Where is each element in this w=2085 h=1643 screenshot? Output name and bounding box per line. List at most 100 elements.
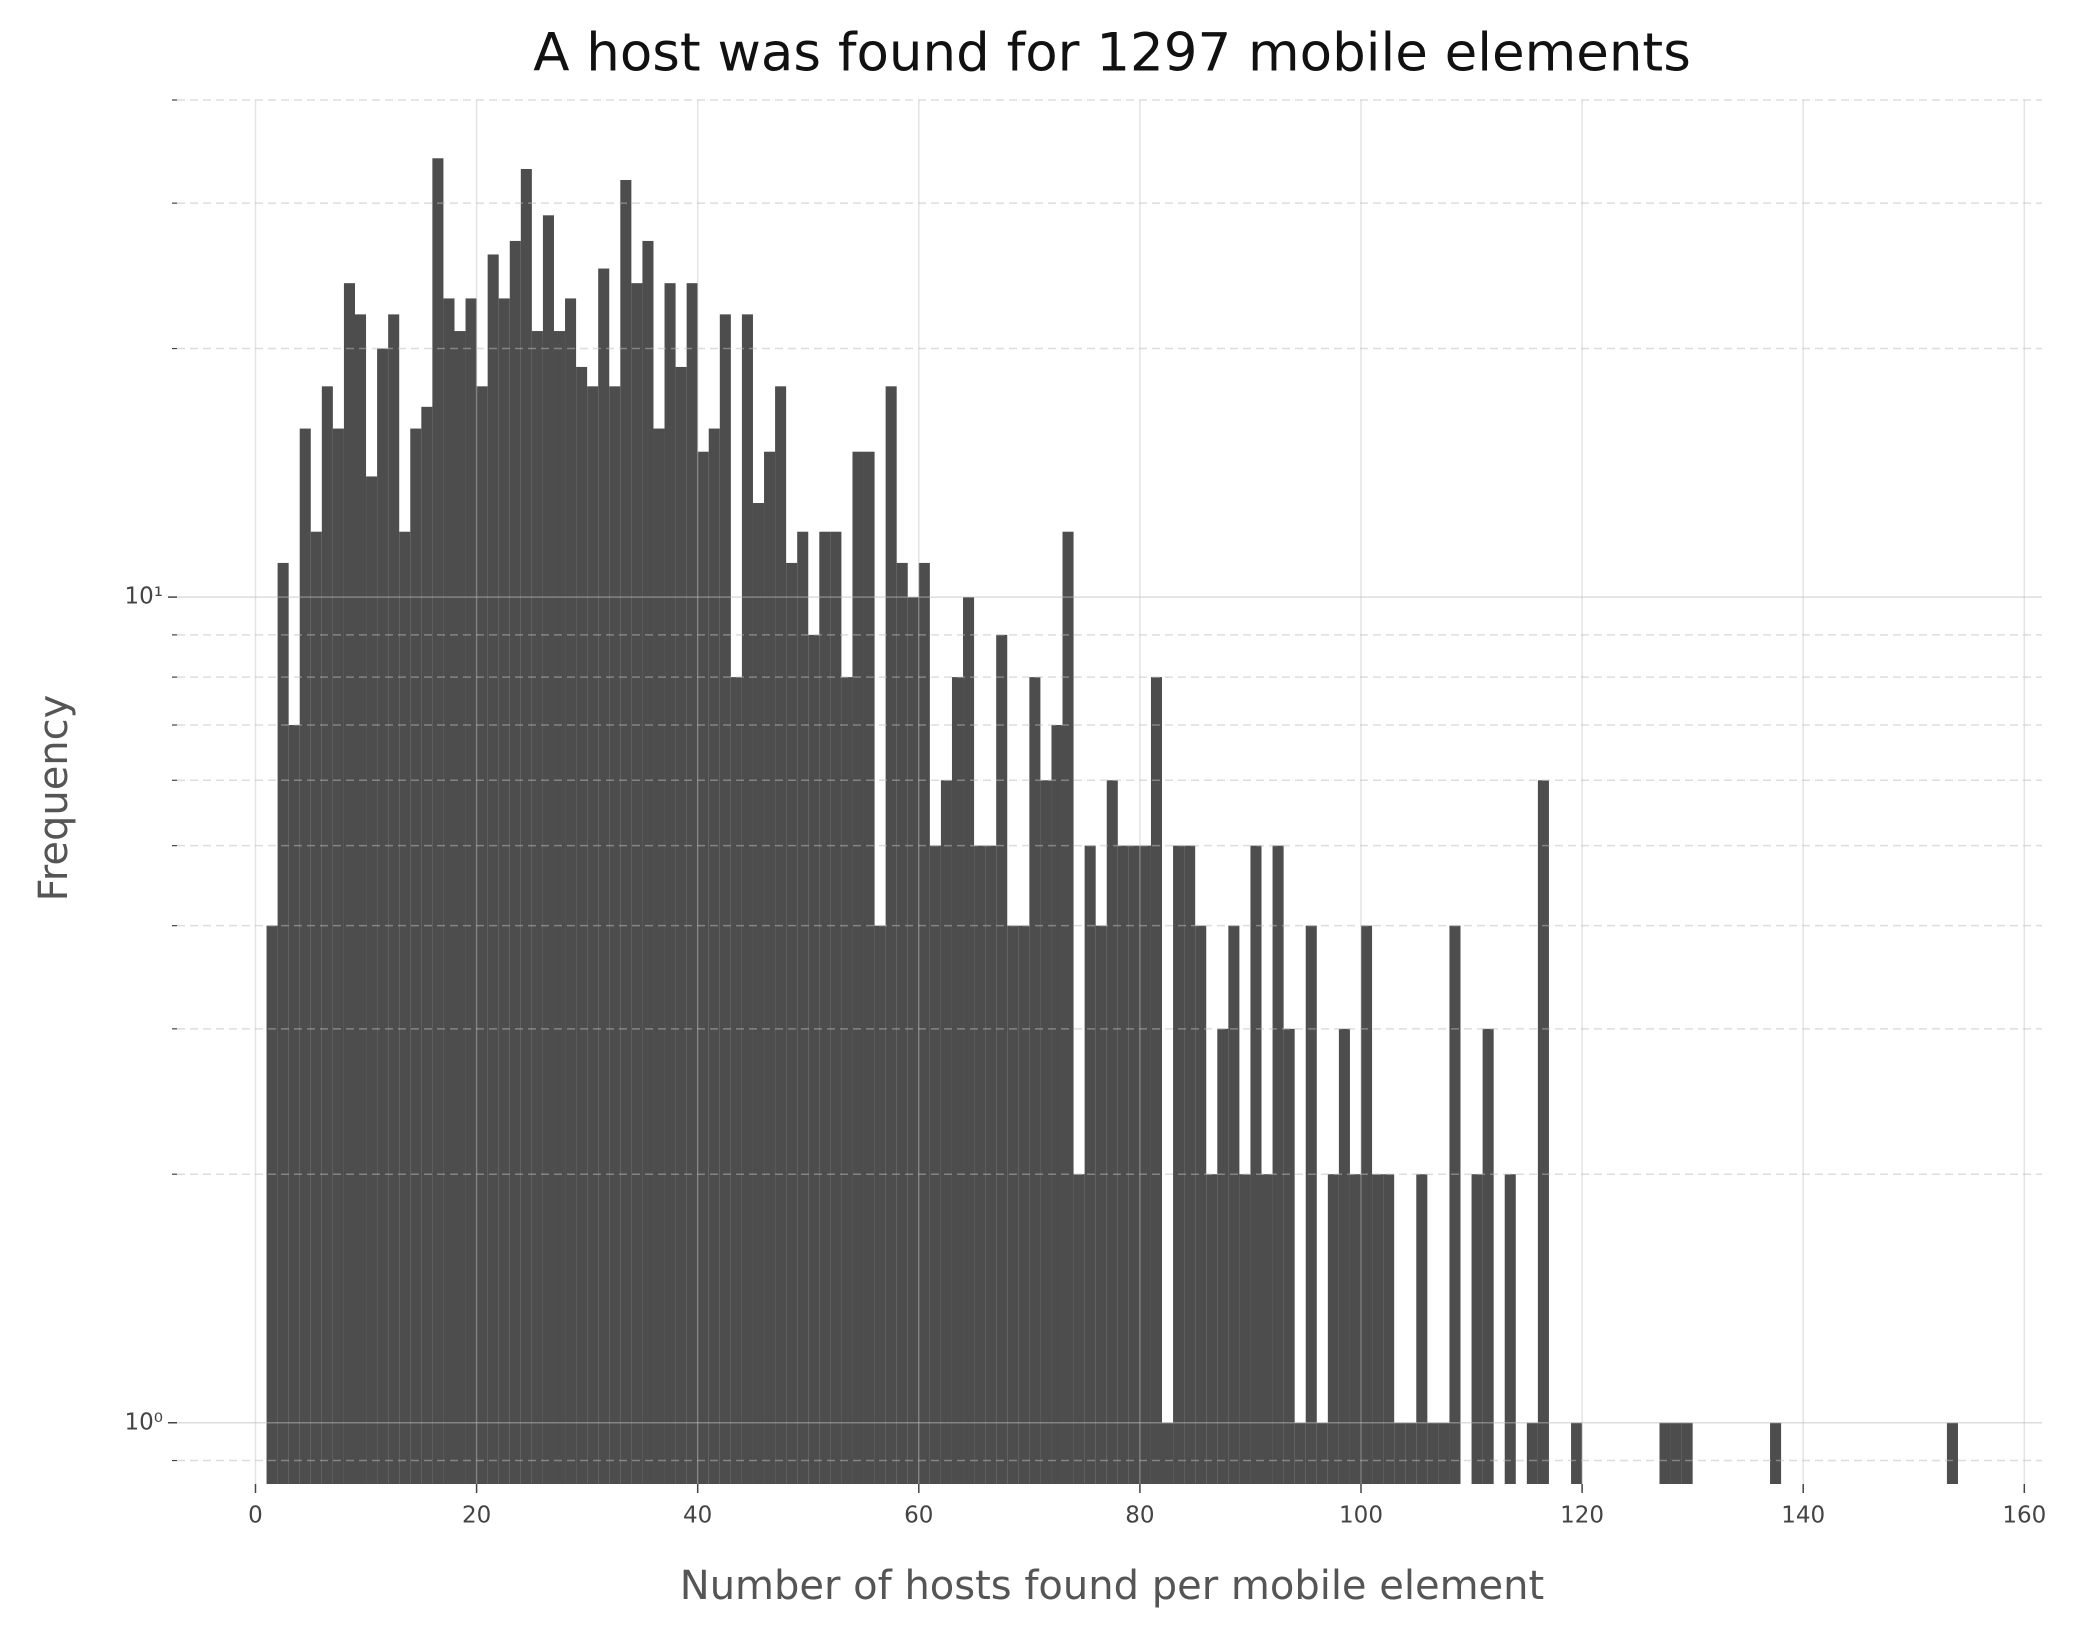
bar (1117, 845, 1129, 1484)
bar (1007, 925, 1019, 1484)
bar (808, 634, 820, 1484)
bar (421, 406, 433, 1484)
bar (1571, 1422, 1583, 1484)
bar (443, 298, 455, 1485)
bar (1106, 780, 1118, 1484)
bar (1482, 1028, 1494, 1484)
bar (1239, 1174, 1251, 1484)
bar (587, 386, 599, 1484)
bar (332, 428, 344, 1484)
bar (786, 562, 798, 1484)
bar (697, 451, 709, 1485)
bar (940, 780, 952, 1484)
bar (1361, 925, 1373, 1484)
bar (1537, 780, 1549, 1484)
bar (1228, 925, 1240, 1484)
bar (1150, 677, 1163, 1484)
bar (410, 428, 422, 1484)
x-tick-label: 140 (1781, 1503, 1825, 1529)
bar (454, 331, 466, 1484)
bar (1383, 1174, 1395, 1484)
grid (177, 99, 2042, 1484)
bar (951, 677, 964, 1484)
bar (565, 298, 577, 1485)
bar (487, 254, 499, 1484)
y-axis-label: Frequency (31, 695, 77, 902)
bar (1062, 531, 1074, 1484)
bar (996, 634, 1008, 1484)
bar (1162, 1422, 1174, 1484)
bar (1438, 1422, 1450, 1484)
bar (885, 386, 897, 1484)
bar (377, 348, 389, 1484)
bar (708, 428, 720, 1484)
bar (1349, 1174, 1362, 1484)
x-axis-label: Number of hosts found per mobile element (680, 1563, 1544, 1609)
bar (974, 845, 986, 1484)
bar (399, 531, 411, 1484)
bar (1946, 1422, 1958, 1484)
x-tick-label: 0 (248, 1503, 263, 1529)
x-tick-label: 120 (1560, 1503, 1604, 1529)
bar (553, 331, 566, 1484)
bar (1670, 1422, 1682, 1484)
x-tick-label: 20 (462, 1503, 491, 1529)
bar (1139, 845, 1151, 1484)
bar (730, 677, 742, 1484)
bar (1051, 724, 1063, 1484)
bar (1040, 780, 1052, 1484)
bar (830, 531, 842, 1484)
bar (1526, 1422, 1538, 1484)
bar (520, 168, 532, 1485)
bar (1338, 1028, 1350, 1484)
bar (321, 386, 333, 1484)
bar (310, 531, 322, 1484)
bar (852, 451, 864, 1485)
bar (874, 925, 886, 1484)
bar (642, 240, 654, 1484)
bar (863, 451, 875, 1485)
bar (388, 314, 400, 1484)
bar (797, 531, 809, 1484)
bar (1095, 925, 1107, 1484)
bar (653, 428, 665, 1484)
x-tick-label: 60 (904, 1503, 933, 1529)
bar (354, 314, 367, 1484)
bar (675, 366, 687, 1484)
bar (343, 283, 355, 1485)
bar (764, 451, 776, 1485)
bar (1394, 1422, 1406, 1484)
bar (1283, 1028, 1295, 1484)
bar (509, 240, 521, 1484)
bar (1471, 1174, 1483, 1484)
bar (841, 677, 853, 1484)
bar (1681, 1422, 1693, 1484)
bar (963, 597, 975, 1484)
bar (1294, 1422, 1306, 1484)
bar (620, 180, 632, 1484)
bar (465, 298, 477, 1485)
bar (1659, 1422, 1671, 1484)
bar (1427, 1422, 1439, 1484)
bar (741, 314, 753, 1484)
bar (918, 562, 930, 1484)
bars (266, 158, 1958, 1485)
chart-title: A host was found for 1297 mobile element… (533, 23, 1691, 84)
bar (686, 283, 698, 1485)
bar (1305, 925, 1317, 1484)
bar (1316, 1422, 1328, 1484)
bar (288, 724, 300, 1484)
bar (531, 331, 543, 1484)
bar (598, 268, 610, 1484)
axes: 0 20 40 60 80 100 120 140 160 10⁰ 10¹ (125, 99, 2046, 1529)
bar (752, 503, 765, 1485)
bar (1261, 1174, 1273, 1484)
bar (1416, 1174, 1428, 1484)
bar (1173, 845, 1185, 1484)
bar (366, 476, 378, 1484)
bar (1327, 1174, 1339, 1484)
bar (1073, 1174, 1085, 1484)
x-tick-label: 160 (2002, 1503, 2046, 1529)
bar (1449, 925, 1461, 1484)
